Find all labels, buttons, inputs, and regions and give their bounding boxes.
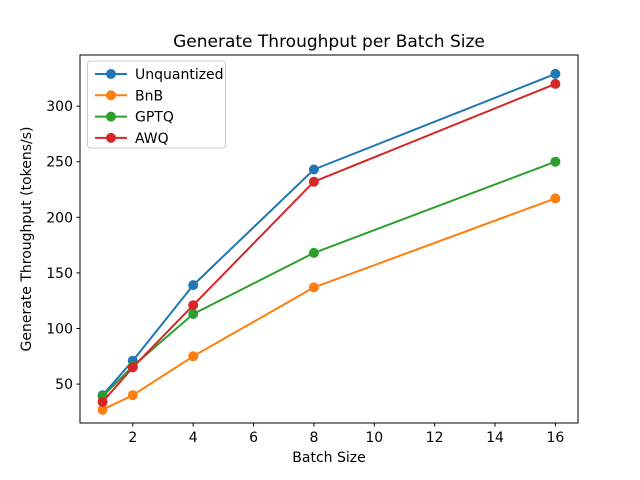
y-axis-label: Generate Throughput (tokens/s) bbox=[19, 127, 35, 352]
data-point-marker bbox=[308, 247, 319, 258]
x-tick-label: 8 bbox=[309, 430, 318, 446]
legend-marker bbox=[106, 69, 116, 79]
data-point-marker bbox=[308, 176, 319, 187]
x-tick-label: 6 bbox=[249, 430, 258, 446]
legend-marker bbox=[106, 132, 116, 143]
x-tick-label: 10 bbox=[365, 430, 383, 446]
chart-title: Generate Throughput per Batch Size bbox=[173, 32, 485, 52]
plot-border bbox=[79, 54, 579, 424]
data-point-marker bbox=[308, 164, 319, 175]
legend-label: AWQ bbox=[135, 131, 169, 147]
data-point-marker bbox=[97, 396, 108, 407]
y-tick-label: 250 bbox=[46, 155, 73, 171]
series-line bbox=[102, 197, 556, 411]
legend-label: GPTQ bbox=[135, 110, 174, 126]
series-awq bbox=[97, 78, 561, 407]
data-point-marker bbox=[550, 68, 561, 79]
x-axis-label: Batch Size bbox=[292, 450, 365, 466]
data-point-marker bbox=[550, 78, 561, 89]
x-tick-label: 2 bbox=[128, 430, 137, 446]
legend-label: BnB bbox=[135, 88, 163, 104]
data-point-marker bbox=[550, 156, 561, 167]
data-point-marker bbox=[188, 300, 199, 311]
legend-label: Unquantized bbox=[135, 67, 224, 83]
data-point-marker bbox=[188, 280, 199, 291]
x-tick-label: 4 bbox=[189, 430, 198, 446]
y-tick-label: 50 bbox=[55, 377, 73, 393]
data-point-marker bbox=[127, 362, 138, 373]
y-tick-label: 200 bbox=[46, 210, 73, 226]
data-point-marker bbox=[188, 351, 199, 362]
y-tick-label: 100 bbox=[46, 321, 73, 337]
x-tick-label: 12 bbox=[426, 430, 444, 446]
y-tick-label: 300 bbox=[46, 99, 73, 115]
data-point-marker bbox=[308, 282, 319, 293]
data-point-marker bbox=[127, 390, 138, 401]
legend-box bbox=[87, 60, 226, 149]
x-tick-label: 14 bbox=[486, 430, 504, 446]
legend-marker bbox=[106, 90, 116, 101]
series-gptq bbox=[97, 156, 561, 402]
series-line bbox=[101, 160, 556, 398]
y-tick-label: 150 bbox=[46, 266, 73, 282]
legend-marker bbox=[106, 111, 116, 122]
series-bnb bbox=[97, 193, 561, 415]
data-point-marker bbox=[550, 193, 561, 204]
data-point-marker bbox=[97, 404, 108, 415]
x-tick-label: 16 bbox=[546, 430, 564, 446]
legend: Unquantized BnB GPTQ AWQ bbox=[87, 60, 226, 149]
data-point-marker bbox=[188, 309, 199, 319]
